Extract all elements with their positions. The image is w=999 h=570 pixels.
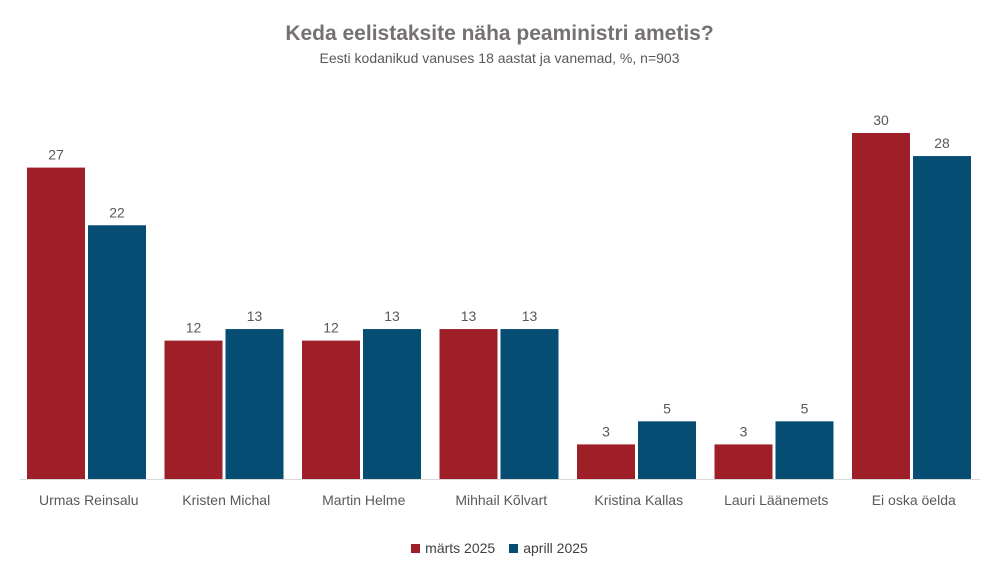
legend: märts 2025 aprill 2025 xyxy=(0,540,999,556)
data-label: 13 xyxy=(384,308,400,324)
data-label: 5 xyxy=(801,400,809,416)
bar xyxy=(363,329,421,479)
bar xyxy=(27,167,85,479)
data-label: 12 xyxy=(323,320,339,336)
bar xyxy=(638,421,696,479)
data-label: 28 xyxy=(934,135,950,151)
data-label: 3 xyxy=(740,423,748,439)
bar-chart: 27 22 Urmas Reinsalu 12 13 Kristen Michal 12 13… xyxy=(20,112,980,508)
data-label: 13 xyxy=(461,308,477,324)
legend-swatch-apr-2025 xyxy=(509,543,519,553)
data-label: 13 xyxy=(247,308,263,324)
bar xyxy=(500,329,559,479)
bar xyxy=(164,340,223,479)
legend-item-mar-2025: märts 2025 xyxy=(411,540,495,556)
bar xyxy=(302,340,360,479)
bar xyxy=(852,133,910,479)
legend-swatch-mar-2025 xyxy=(411,543,421,553)
chart-subtitle: Eesti kodanikud vanuses 18 aastat ja van… xyxy=(319,50,680,66)
legend-item-apr-2025: aprill 2025 xyxy=(509,540,588,556)
x-tick-label: Kristina Kallas xyxy=(594,492,683,508)
bar xyxy=(88,225,146,479)
legend-label-mar-2025: märts 2025 xyxy=(425,540,496,556)
bar xyxy=(439,329,498,479)
data-label: 12 xyxy=(186,320,202,336)
x-tick-label: Martin Helme xyxy=(322,492,405,508)
bar xyxy=(577,444,635,479)
data-label: 13 xyxy=(522,308,538,324)
data-label: 5 xyxy=(663,400,671,416)
x-tick-label: Lauri Läänemets xyxy=(724,492,828,508)
data-label: 3 xyxy=(602,423,610,439)
bar xyxy=(225,329,284,479)
bar xyxy=(714,444,773,479)
data-label: 22 xyxy=(109,204,125,220)
bar xyxy=(913,156,971,480)
x-tick-label: Mihhail Kõlvart xyxy=(455,492,547,508)
chart-title: Keda eelistaksite näha peaministri ameti… xyxy=(285,22,714,45)
x-tick-label: Kristen Michal xyxy=(182,492,270,508)
data-label: 30 xyxy=(873,112,889,128)
data-label: 27 xyxy=(48,147,64,163)
legend-label-apr-2025: aprill 2025 xyxy=(523,540,588,556)
x-tick-label: Urmas Reinsalu xyxy=(39,492,139,508)
x-tick-label: Ei oska öelda xyxy=(872,492,956,508)
bar xyxy=(775,421,834,479)
